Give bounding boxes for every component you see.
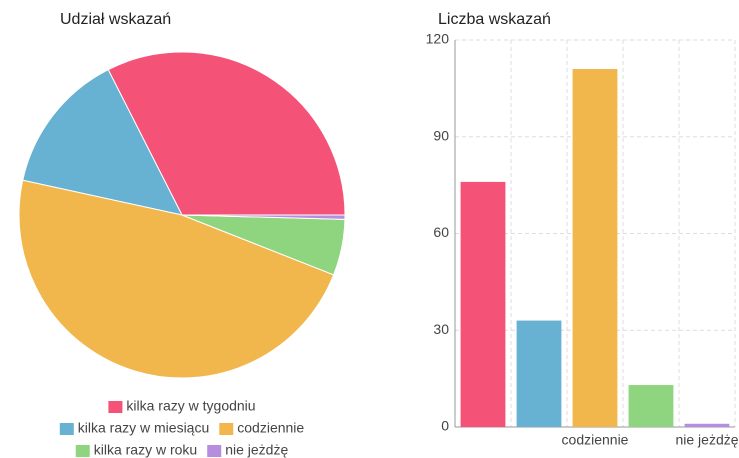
pie-title: Udział wskazań — [60, 11, 171, 28]
pie-slice — [181, 214, 346, 220]
x-tick-label: nie jeżdżę — [675, 432, 738, 448]
legend-swatch — [75, 445, 90, 457]
legend-label: kilka razy w miesiącu — [78, 420, 209, 436]
pie-slice — [18, 179, 335, 379]
y-tick-label: 0 — [441, 418, 449, 434]
legend-label: codziennie — [237, 420, 304, 436]
y-tick-label: 90 — [433, 127, 449, 143]
x-tick-label: codziennie — [562, 432, 629, 448]
bar — [516, 320, 562, 427]
legend-swatch — [219, 423, 234, 435]
pie-slice — [22, 68, 183, 216]
legend-swatch — [108, 401, 123, 413]
y-tick-label: 30 — [433, 321, 449, 337]
legend-label: nie jeżdżę — [225, 442, 288, 458]
legend-label: kilka razy w roku — [94, 442, 197, 458]
legend-swatch — [59, 423, 74, 435]
bar — [572, 69, 618, 428]
bar-title: Liczba wskazań — [438, 11, 551, 28]
y-tick-label: 120 — [426, 31, 450, 47]
bar — [628, 385, 674, 427]
pie-slice — [107, 51, 346, 216]
bar — [684, 423, 730, 427]
bar — [460, 181, 506, 427]
y-tick-label: 60 — [433, 224, 449, 240]
legend-label: kilka razy w tygodniu — [126, 398, 255, 414]
legend-swatch — [207, 445, 222, 457]
